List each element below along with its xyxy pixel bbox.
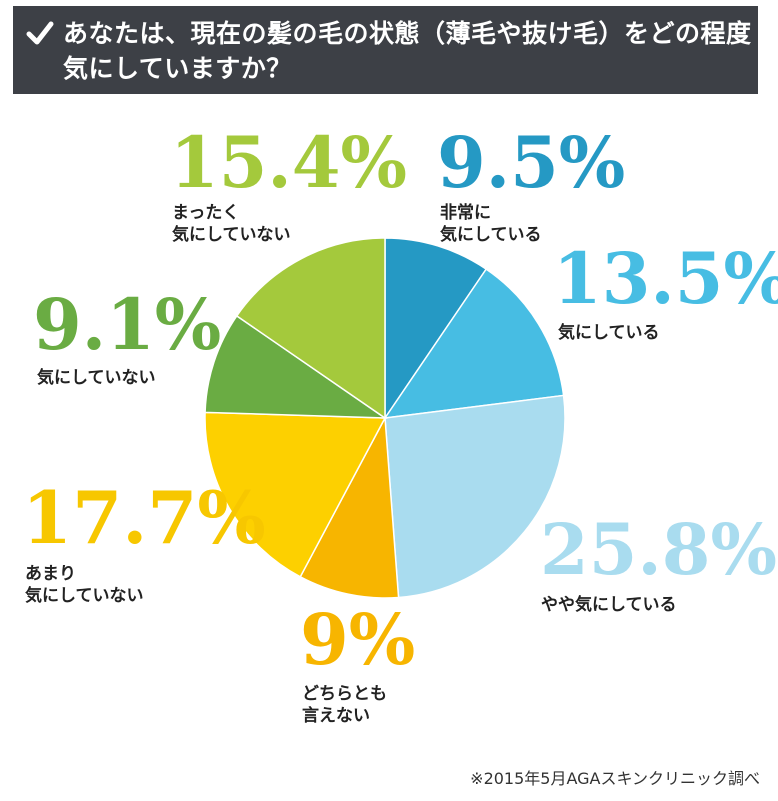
cat-label-somewhat-concerned: やや気にしている — [541, 595, 677, 615]
source-note: ※2015年5月AGAスキンクリニック調べ — [470, 769, 760, 788]
pct-label-somewhat-concerned: 25.8% — [540, 508, 778, 591]
pct-label-not-much: 17.7% — [22, 475, 266, 560]
pie-slice-neutral — [299, 415, 400, 599]
cat-label-not-at-all: まったく 気にしていない — [172, 203, 291, 245]
question-header: あなたは、現在の髪の毛の状態（薄毛や抜け毛）をどの程度気にしていますか？ — [13, 6, 758, 94]
pie-slice-very-concerned — [384, 237, 488, 421]
pct-label-concerned: 13.5% — [553, 237, 778, 320]
pie-slice-not-much — [204, 411, 387, 578]
pct-label-very-concerned: 9.5% — [437, 121, 626, 204]
pct-label-neutral: 9% — [300, 598, 416, 681]
cat-label-very-concerned: 非常に 気にしている — [440, 203, 542, 245]
cat-label-not-concerned: 気にしていない — [37, 368, 156, 388]
cat-label-concerned: 気にしている — [558, 323, 660, 343]
checkmark-icon — [26, 21, 54, 45]
pct-label-not-concerned: 9.1% — [33, 283, 222, 366]
question-text: あなたは、現在の髪の毛の状態（薄毛や抜け毛）をどの程度気にしていますか？ — [63, 19, 752, 83]
pie-slice-not-concerned — [204, 314, 388, 419]
pie-slice-concerned — [383, 268, 565, 419]
pie-slice-not-at-all — [235, 237, 386, 420]
cat-label-neutral: どちらとも 言えない — [302, 684, 387, 726]
pct-label-not-at-all: 15.4% — [170, 121, 408, 204]
pie-slice-somewhat-concerned — [384, 394, 566, 599]
cat-label-not-much: あまり 気にしていない — [25, 564, 144, 606]
